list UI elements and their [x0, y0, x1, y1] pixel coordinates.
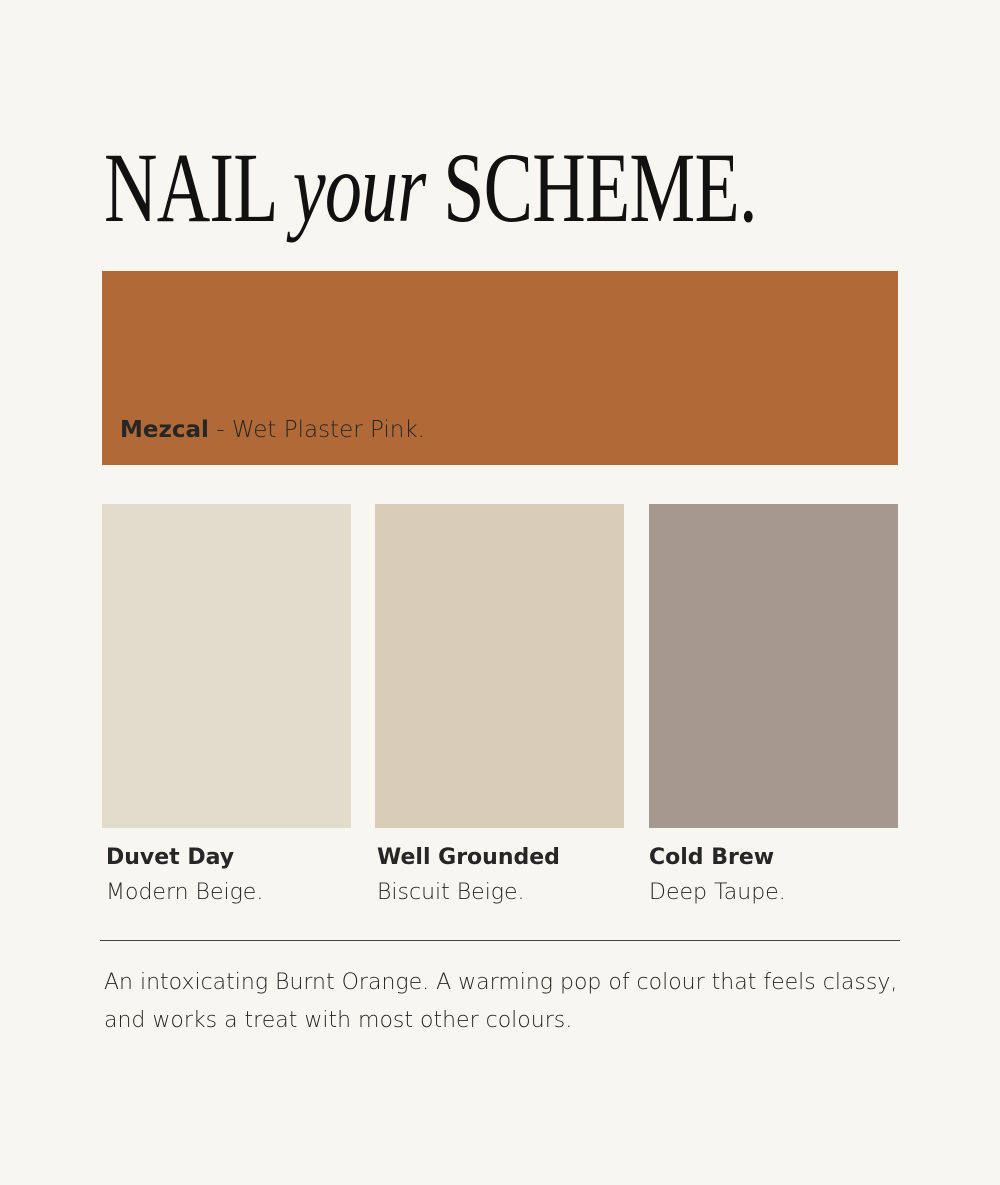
title-part1: NAIL	[104, 132, 293, 243]
swatch-name: Duvet Day	[106, 845, 235, 870]
page-title: NAIL your SCHEME.	[104, 128, 757, 248]
caption-cold-brew: Cold Brew Deep Taupe.	[649, 843, 909, 913]
swatch-description: Modern Beige.	[106, 880, 264, 905]
divider	[100, 940, 900, 941]
swatch-name: Well Grounded	[377, 845, 560, 870]
swatch-name: Cold Brew	[649, 845, 775, 870]
hero-name: Mezcal	[120, 417, 209, 443]
swatch-description: Deep Taupe.	[649, 880, 786, 905]
title-italic: your	[292, 132, 426, 243]
swatch-cold-brew	[649, 504, 898, 828]
caption-duvet-day: Duvet Day Modern Beige.	[106, 843, 366, 913]
hero-description: Wet Plaster Pink.	[231, 417, 425, 443]
caption-well-grounded: Well Grounded Biscuit Beige.	[377, 843, 637, 913]
title-part2: SCHEME.	[425, 132, 757, 243]
swatch-well-grounded	[375, 504, 624, 828]
swatch-duvet-day	[102, 504, 351, 828]
hero-swatch-mezcal: Mezcal - Wet Plaster Pink.	[102, 271, 898, 465]
swatch-description: Biscuit Beige.	[377, 880, 525, 905]
separator: -	[208, 417, 232, 443]
description-text: An intoxicating Burnt Orange. A warming …	[104, 970, 898, 1033]
hero-label: Mezcal - Wet Plaster Pink.	[120, 417, 425, 443]
